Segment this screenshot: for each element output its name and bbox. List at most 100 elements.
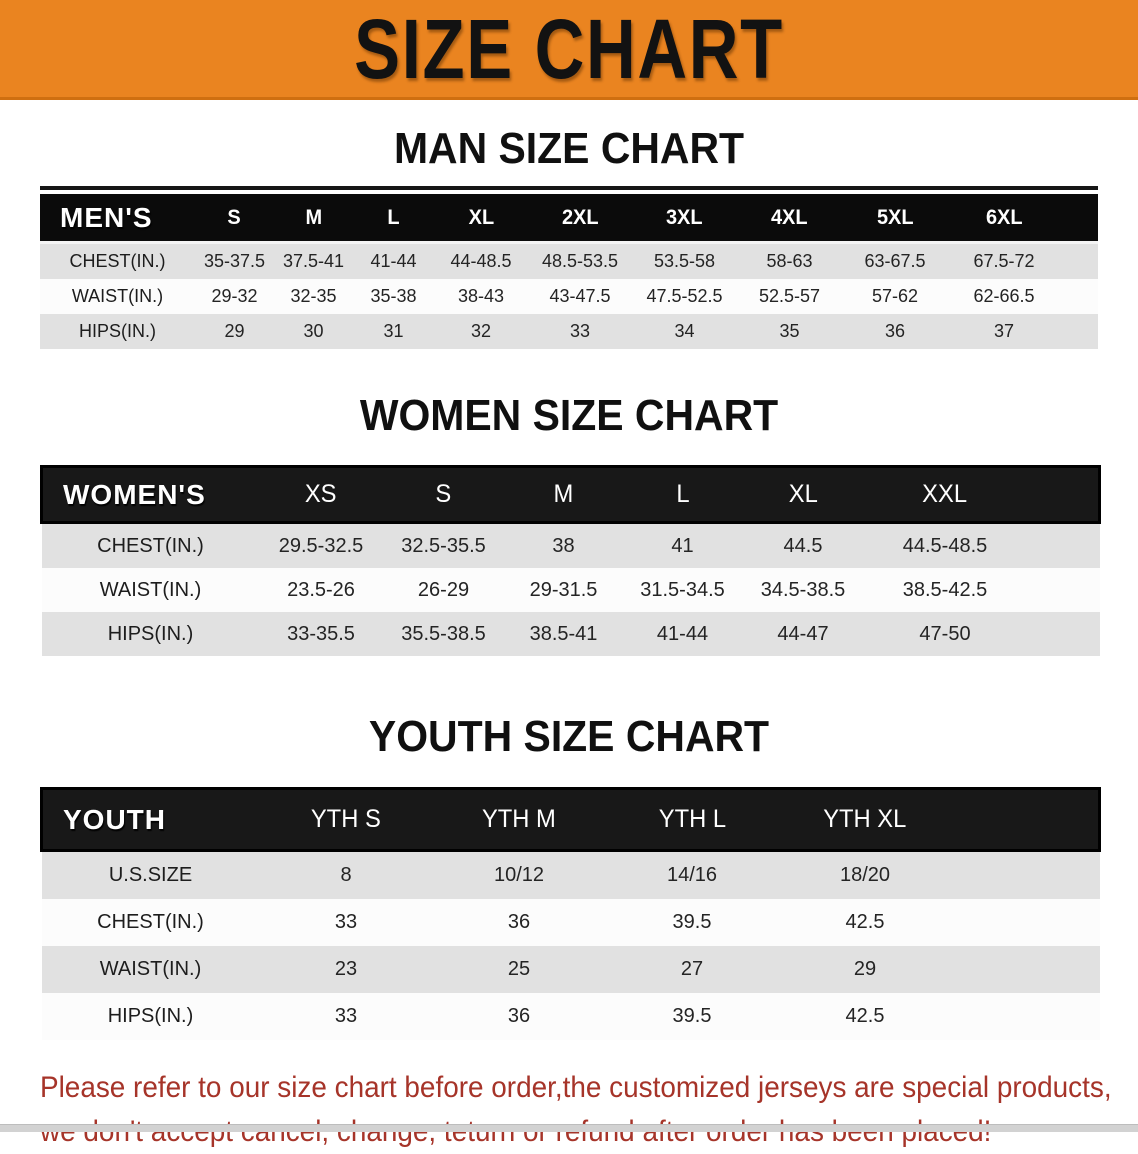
man-section-heading: MAN SIZE CHART <box>393 124 745 173</box>
row-label: WAIST(IN.) <box>40 279 195 314</box>
spacer-cell <box>1060 242 1098 279</box>
size-header-cell: 4XL <box>737 194 842 244</box>
measurement-cell: 36 <box>842 314 948 349</box>
measurement-cell: 38 <box>504 522 623 568</box>
order-disclaimer: Please refer to our size chart before or… <box>40 1066 1138 1154</box>
womens-chest-row: CHEST(IN.) 29.5-32.5 32.5-35.5 38 41 44.… <box>41 522 1100 568</box>
measurement-cell: 42.5 <box>778 899 952 946</box>
measurement-cell: 35.5-38.5 <box>382 612 505 656</box>
youth-waist-row: WAIST(IN.) 23 25 27 29 <box>41 946 1100 993</box>
size-header-cell: XS <box>259 465 383 524</box>
disclaimer-line-2: we don't accept cancel, change, teturn o… <box>40 1110 1061 1154</box>
women-section-heading: WOMEN SIZE CHART <box>359 391 779 440</box>
measurement-cell: 36 <box>432 899 606 946</box>
measurement-cell: 57-62 <box>842 279 948 314</box>
measurement-cell: 29 <box>195 314 274 349</box>
spacer-cell <box>1026 568 1100 612</box>
measurement-cell: 29.5-32.5 <box>259 522 383 568</box>
row-label: HIPS(IN.) <box>41 612 260 656</box>
mens-hips-row: HIPS(IN.) 29 30 31 32 33 34 35 36 37 <box>40 314 1098 349</box>
measurement-cell: 31 <box>353 314 434 349</box>
measurement-cell: 63-67.5 <box>842 242 948 279</box>
size-header-cell: YTH S <box>259 787 433 852</box>
spacer-cell <box>1026 522 1100 568</box>
size-header-cell: 5XL <box>842 194 948 244</box>
youth-size-table: YOUTH YTH S YTH M YTH L YTH XL U.S.SIZE … <box>40 787 1101 1040</box>
womens-hips-row: HIPS(IN.) 33-35.5 35.5-38.5 38.5-41 41-4… <box>41 612 1100 656</box>
measurement-cell: 47-50 <box>863 612 1027 656</box>
banner-title: SIZE CHART <box>354 1 784 96</box>
mens-header-row: MEN'S S M L XL 2XL 3XL 4XL 5XL 6XL <box>40 194 1098 244</box>
measurement-cell: 23 <box>259 946 433 993</box>
measurement-cell: 38.5-42.5 <box>863 568 1027 612</box>
mens-size-table: MEN'S S M L XL 2XL 3XL 4XL 5XL 6XL CHEST… <box>40 194 1098 349</box>
measurement-cell: 10/12 <box>432 850 606 899</box>
mens-table-topline <box>40 186 1098 190</box>
youth-header-row: YOUTH YTH S YTH M YTH L YTH XL <box>40 787 1101 852</box>
measurement-cell: 38-43 <box>434 279 528 314</box>
measurement-cell: 39.5 <box>605 899 779 946</box>
measurement-cell: 37 <box>948 314 1060 349</box>
spacer-cell <box>1060 314 1098 349</box>
measurement-cell: 44-47 <box>742 612 864 656</box>
spacer-cell <box>951 899 1100 946</box>
measurement-cell: 42.5 <box>778 993 952 1040</box>
measurement-cell: 58-63 <box>737 242 842 279</box>
row-label: HIPS(IN.) <box>41 993 260 1040</box>
womens-header-row: WOMEN'S XS S M L XL XXL <box>40 465 1101 524</box>
measurement-cell: 31.5-34.5 <box>622 568 743 612</box>
size-header-cell: YTH L <box>605 787 779 852</box>
measurement-cell: 33 <box>259 899 433 946</box>
measurement-cell: 32.5-35.5 <box>382 522 505 568</box>
measurement-cell: 44.5 <box>742 522 864 568</box>
measurement-cell: 14/16 <box>605 850 779 899</box>
measurement-cell: 34.5-38.5 <box>742 568 864 612</box>
measurement-cell: 53.5-58 <box>632 242 737 279</box>
womens-waist-row: WAIST(IN.) 23.5-26 26-29 29-31.5 31.5-34… <box>41 568 1100 612</box>
row-label: CHEST(IN.) <box>41 522 260 568</box>
youth-section-heading: YOUTH SIZE CHART <box>368 712 770 761</box>
spacer-cell <box>951 787 1101 852</box>
measurement-cell: 8 <box>259 850 433 899</box>
measurement-cell: 32 <box>434 314 528 349</box>
row-label: WAIST(IN.) <box>41 946 260 993</box>
size-header-cell: S <box>195 194 274 244</box>
measurement-cell: 48.5-53.5 <box>528 242 632 279</box>
measurement-cell: 39.5 <box>605 993 779 1040</box>
spacer-cell <box>1026 465 1101 524</box>
size-header-cell: YTH M <box>432 787 606 852</box>
measurement-cell: 41 <box>622 522 743 568</box>
mens-chest-row: CHEST(IN.) 35-37.5 37.5-41 41-44 44-48.5… <box>40 242 1098 279</box>
spacer-cell <box>1060 194 1098 244</box>
measurement-cell: 25 <box>432 946 606 993</box>
measurement-cell: 30 <box>274 314 353 349</box>
measurement-cell: 38.5-41 <box>504 612 623 656</box>
measurement-cell: 27 <box>605 946 779 993</box>
measurement-cell: 47.5-52.5 <box>632 279 737 314</box>
row-label: HIPS(IN.) <box>40 314 195 349</box>
size-header-cell: 3XL <box>632 194 737 244</box>
measurement-cell: 29 <box>778 946 952 993</box>
size-header-cell: XL <box>742 465 864 524</box>
measurement-cell: 29-31.5 <box>504 568 623 612</box>
measurement-cell: 18/20 <box>778 850 952 899</box>
measurement-cell: 52.5-57 <box>737 279 842 314</box>
measurement-cell: 32-35 <box>274 279 353 314</box>
size-header-cell: M <box>274 194 353 244</box>
measurement-cell: 33 <box>528 314 632 349</box>
measurement-cell: 41-44 <box>353 242 434 279</box>
size-header-cell: 6XL <box>948 194 1060 244</box>
measurement-cell: 43-47.5 <box>528 279 632 314</box>
size-header-cell: XL <box>434 194 528 244</box>
spacer-cell <box>1026 612 1100 656</box>
measurement-cell: 41-44 <box>622 612 743 656</box>
measurement-cell: 67.5-72 <box>948 242 1060 279</box>
measurement-cell: 36 <box>432 993 606 1040</box>
row-label: WAIST(IN.) <box>41 568 260 612</box>
measurement-cell: 26-29 <box>382 568 505 612</box>
size-header-cell: M <box>504 465 623 524</box>
measurement-cell: 35-37.5 <box>195 242 274 279</box>
disclaimer-line-1: Please refer to our size chart before or… <box>40 1071 1112 1104</box>
size-header-cell: XXL <box>863 465 1027 524</box>
youth-hips-row: HIPS(IN.) 33 36 39.5 42.5 <box>41 993 1100 1040</box>
